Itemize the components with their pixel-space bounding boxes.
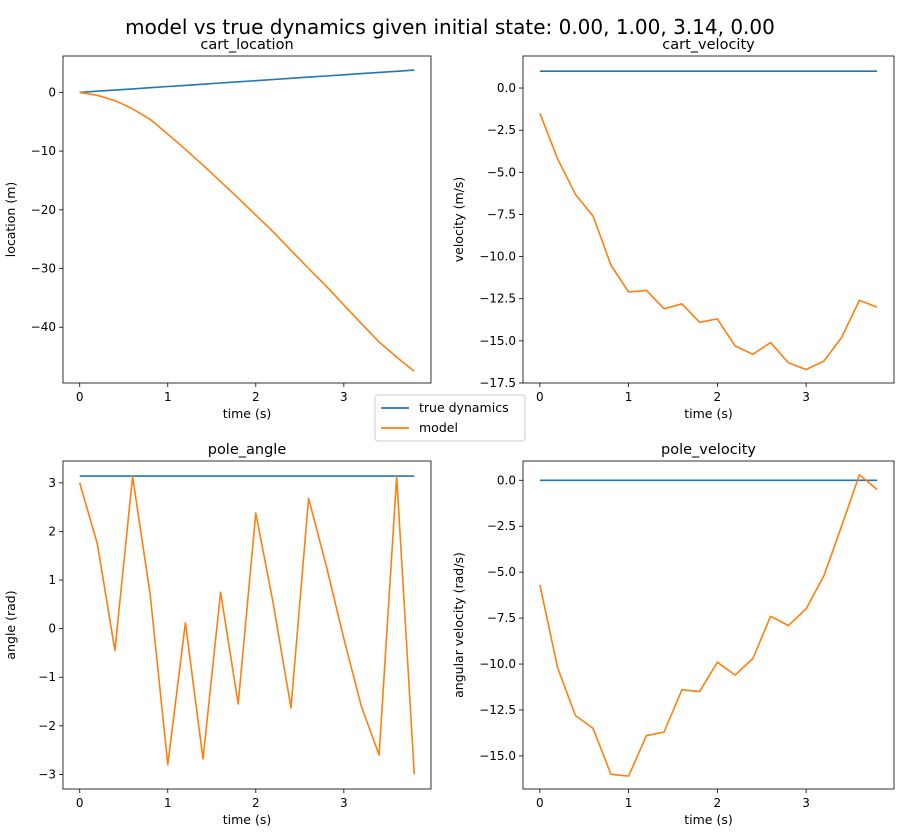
subplot-title: cart_velocity (662, 37, 755, 53)
y-tick-label: 0.0 (497, 473, 516, 487)
subplot-title: pole_velocity (661, 442, 756, 458)
y-tick-label: −2.5 (487, 519, 516, 533)
legend-entry-label: model (419, 420, 458, 435)
y-tick-label: 2 (48, 524, 56, 538)
series-line-model (79, 91, 415, 372)
y-tick-label: −10 (31, 144, 56, 158)
y-tick-label: −12.5 (479, 703, 516, 717)
axes-frame (522, 55, 895, 384)
series-line-model (78, 475, 416, 775)
x-tick-label: 3 (340, 796, 348, 810)
y-tick-label: −3 (38, 767, 56, 781)
subplot-cart-velocity: 0 1 2 3 0.0 −2.5 −5.0 −7.5 −10.0 −12.5 −15.0 −17.5 c… (451, 37, 895, 421)
x-tick-label: 2 (714, 390, 722, 404)
x-tick-label: 0 (76, 390, 84, 404)
y-tick-label: −5.0 (487, 165, 516, 179)
subplot-title: cart_location (200, 37, 293, 53)
axes-frame (522, 460, 895, 790)
x-tick-label: 3 (802, 390, 810, 404)
y-tick-label: −30 (31, 262, 56, 276)
y-tick-label: 3 (48, 476, 56, 490)
subplot-pole-velocity: 0 1 2 3 0.0 −2.5 −5.0 −7.5 −10.0 −12.5 −15.0 pole_v… (451, 442, 895, 827)
y-tick-label: −15.0 (479, 334, 516, 348)
x-tick-label: 1 (625, 796, 633, 810)
y-tick-label: 0 (48, 622, 56, 636)
x-tick-label: 2 (252, 390, 260, 404)
y-tick-label: −7.5 (487, 611, 516, 625)
series-line-model (539, 113, 878, 371)
x-tick-label: 2 (714, 796, 722, 810)
series-line-model (539, 473, 878, 777)
series-line-true-dynamics (79, 69, 415, 94)
y-tick-label: −40 (31, 320, 56, 334)
y-tick-label: −15.0 (479, 749, 516, 763)
axes-frame (62, 460, 432, 790)
y-tick-label: 1 (48, 573, 56, 587)
y-tick-label: −1 (38, 670, 56, 684)
y-tick-label: −17.5 (479, 376, 516, 390)
x-axis-label: time (s) (223, 812, 271, 827)
axes-frame (62, 55, 432, 384)
y-tick-label: −7.5 (487, 207, 516, 221)
y-tick-label: 0.0 (497, 81, 516, 95)
x-tick-label: 1 (164, 796, 172, 810)
y-axis-label: velocity (m/s) (451, 177, 466, 262)
x-axis-label: time (s) (684, 406, 732, 421)
y-tick-label: −12.5 (479, 292, 516, 306)
x-tick-label: 3 (802, 796, 810, 810)
y-tick-label: −10.0 (479, 250, 516, 264)
legend-frame (374, 394, 526, 442)
y-axis-label: angle (rad) (3, 590, 18, 659)
y-tick-label: −2 (38, 719, 56, 733)
x-tick-label: 0 (536, 390, 544, 404)
x-tick-label: 3 (340, 390, 348, 404)
x-tick-label: 0 (76, 796, 84, 810)
y-axis-label: location (m) (3, 182, 18, 258)
y-tick-label: 0 (48, 85, 56, 99)
y-tick-label: −20 (31, 203, 56, 217)
y-tick-label: −5.0 (487, 565, 516, 579)
x-tick-label: 2 (252, 796, 260, 810)
legend: true dynamics model (374, 394, 526, 442)
x-tick-label: 1 (164, 390, 172, 404)
y-tick-label: −2.5 (487, 123, 516, 137)
subplot-title: pole_angle (208, 442, 287, 458)
y-axis-label: angular velocity (rad/s) (451, 552, 466, 698)
legend-entry-label: true dynamics (419, 400, 509, 415)
y-tick-label: −10.0 (479, 657, 516, 671)
x-tick-label: 1 (625, 390, 633, 404)
x-axis-label: time (s) (223, 406, 271, 421)
figure-title: model vs true dynamics given initial sta… (125, 15, 775, 39)
x-axis-label: time (s) (684, 812, 732, 827)
x-tick-label: 0 (536, 796, 544, 810)
